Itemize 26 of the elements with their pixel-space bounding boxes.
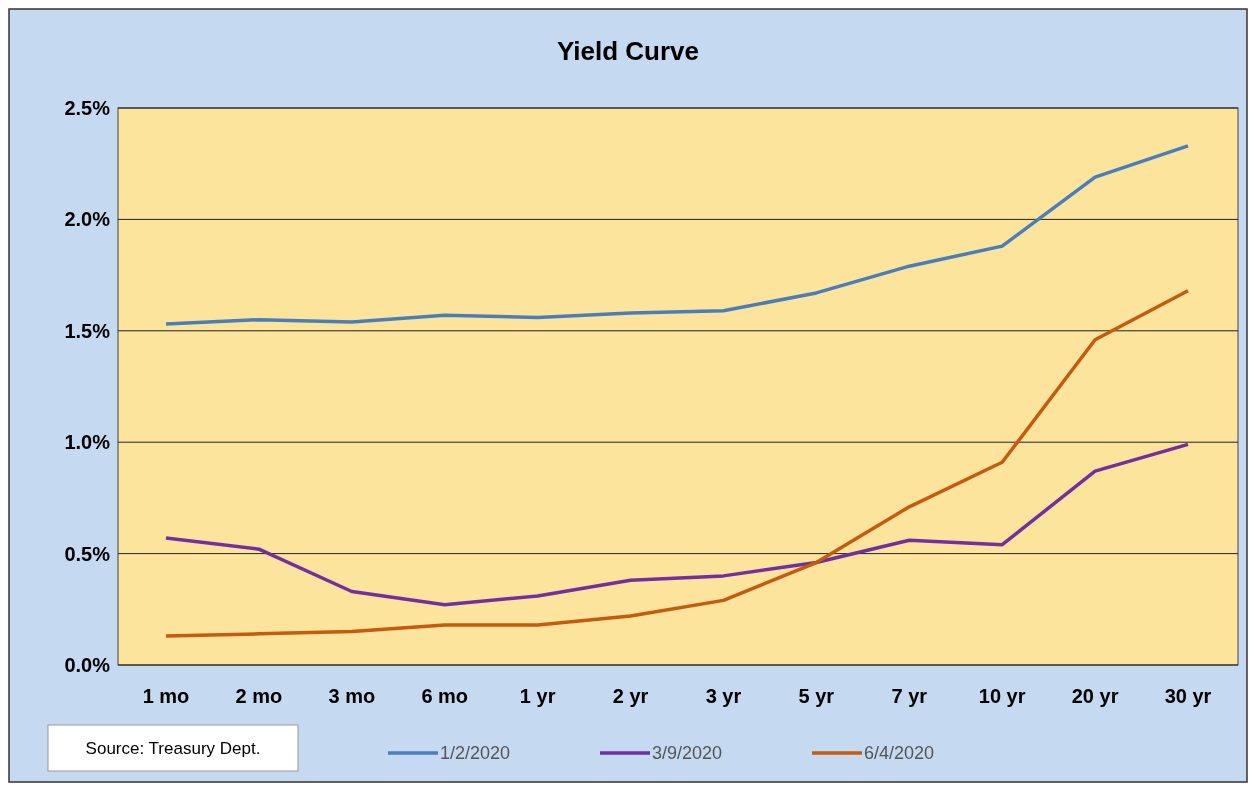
x-tick-label: 1 mo (142, 685, 190, 707)
x-tick-label: 10 yr (978, 685, 1026, 707)
x-tick-label: 20 yr (1071, 685, 1119, 707)
line-series (164, 144, 1190, 326)
legend-label: 6/4/2020 (864, 743, 935, 764)
y-tick-label: 2.0% (64, 208, 111, 231)
x-tick-label: 3 mo (328, 685, 376, 707)
source-note: Source: Treasury Dept. (85, 738, 261, 758)
line-series (164, 442, 1190, 607)
x-tick-label: 5 yr (798, 685, 835, 707)
y-tick-label: 2.5% (64, 97, 111, 119)
x-tick-label: 30 yr (1164, 685, 1212, 707)
x-tick-label: 2 yr (612, 685, 649, 707)
line-series (164, 288, 1190, 638)
chart-title: Yield Curve (556, 36, 700, 66)
y-tick-label: 0.5% (64, 542, 111, 565)
y-tick-label: 0.0% (64, 654, 111, 676)
x-tick-label: 2 mo (235, 685, 283, 707)
x-tick-label: 6 mo (421, 685, 469, 707)
legend-label: 1/2/2020 (440, 743, 511, 764)
legend-label: 3/9/2020 (652, 743, 723, 764)
x-tick-label: 3 yr (705, 685, 742, 707)
x-tick-label: 7 yr (891, 685, 928, 707)
y-tick-label: 1.0% (64, 431, 111, 454)
y-tick-label: 1.5% (64, 319, 111, 342)
x-tick-label: 1 yr (519, 685, 556, 707)
